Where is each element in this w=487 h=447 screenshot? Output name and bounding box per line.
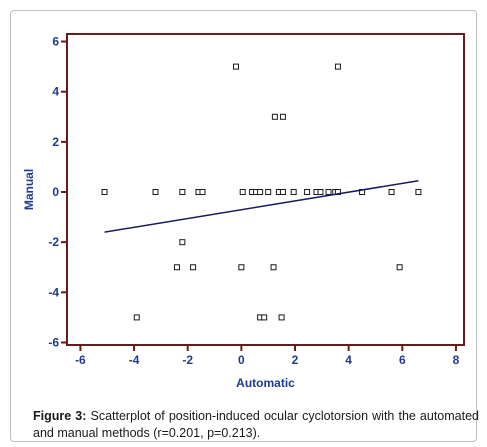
data-point bbox=[265, 189, 272, 196]
x-tick-label: 0 bbox=[238, 353, 245, 367]
data-point bbox=[279, 189, 286, 196]
caption-text: Scatterplot of position-induced ocular c… bbox=[33, 409, 479, 440]
x-tick-label: 4 bbox=[345, 353, 352, 367]
data-point bbox=[238, 264, 245, 271]
figure-caption: Figure 3: Scatterplot of position-induce… bbox=[33, 408, 479, 442]
data-point bbox=[179, 189, 186, 196]
data-point bbox=[152, 189, 159, 196]
data-point bbox=[388, 189, 395, 196]
x-axis-title: Automatic bbox=[236, 376, 295, 390]
data-point bbox=[396, 264, 403, 271]
data-point bbox=[290, 189, 297, 196]
data-point bbox=[271, 113, 278, 120]
data-point bbox=[261, 314, 268, 321]
y-axis-title: Manual bbox=[22, 169, 36, 210]
y-tick-label: 4 bbox=[52, 85, 59, 99]
x-tick-label: 8 bbox=[453, 353, 460, 367]
x-tick-label: 2 bbox=[292, 353, 299, 367]
y-tick-label: 0 bbox=[52, 185, 59, 199]
plot-frame bbox=[66, 33, 465, 346]
x-tick-label: -6 bbox=[75, 353, 86, 367]
y-tick-label: -2 bbox=[48, 235, 59, 249]
data-point bbox=[179, 239, 186, 246]
data-point bbox=[334, 63, 341, 70]
data-point bbox=[232, 63, 239, 70]
data-point bbox=[317, 189, 324, 196]
data-point bbox=[190, 264, 197, 271]
scatter-chart: -6 -4 -2 0 2 4 6 8 -6 -4 -2 0 2 4 6 Automatic Manual bbox=[22, 33, 465, 390]
y-tick-label: -4 bbox=[48, 285, 59, 299]
data-point bbox=[304, 189, 311, 196]
data-point bbox=[415, 189, 422, 196]
data-point bbox=[270, 264, 277, 271]
x-tick-label: -2 bbox=[182, 353, 193, 367]
y-tick-label: 2 bbox=[52, 135, 59, 149]
data-point bbox=[101, 189, 108, 196]
data-point bbox=[133, 314, 140, 321]
data-point bbox=[257, 189, 264, 196]
x-tick-label: 6 bbox=[399, 353, 406, 367]
caption-label: Figure 3: bbox=[33, 409, 87, 423]
y-tick-label: 6 bbox=[52, 35, 59, 49]
x-tick-label: -4 bbox=[129, 353, 140, 367]
y-tick-label: -6 bbox=[48, 335, 59, 349]
regression-line bbox=[104, 179, 419, 233]
data-point bbox=[279, 113, 286, 120]
data-point bbox=[199, 189, 206, 196]
marker-layer bbox=[101, 63, 422, 321]
data-point bbox=[278, 314, 285, 321]
figure-card: -6 -4 -2 0 2 4 6 8 -6 -4 -2 0 2 4 6 Automatic Manual … bbox=[10, 10, 479, 442]
y-axis-ticks: -6 -4 -2 0 2 4 6 bbox=[48, 35, 67, 349]
data-point bbox=[325, 189, 332, 196]
data-point bbox=[239, 189, 246, 196]
data-point bbox=[173, 264, 180, 271]
x-axis-ticks: -6 -4 -2 0 2 4 6 8 bbox=[75, 345, 460, 367]
